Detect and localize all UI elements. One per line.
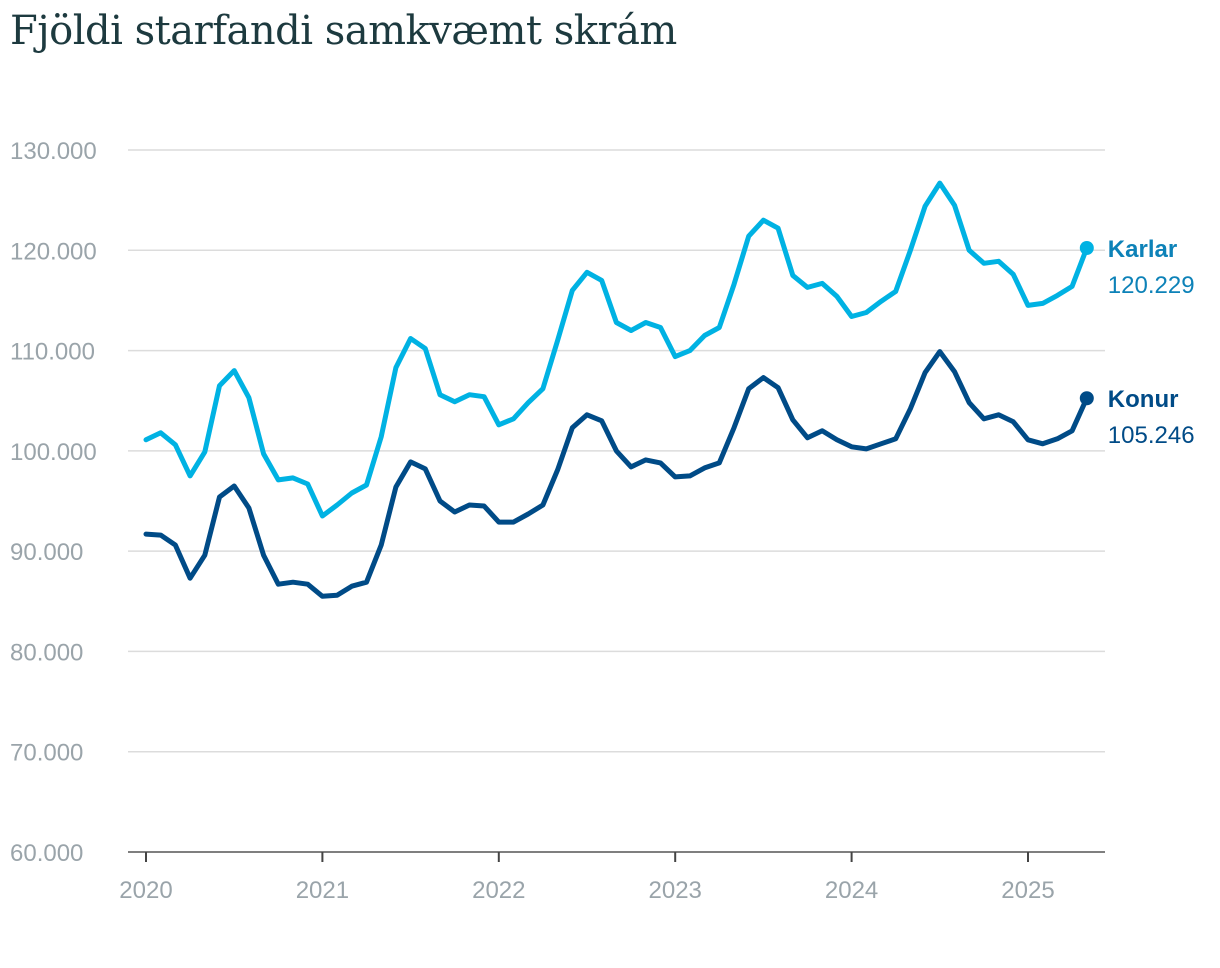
series-name-karlar: Karlar (1108, 236, 1177, 263)
series-end-value-karlar: 120.229 (1108, 272, 1195, 299)
y-tick-label: 90.000 (10, 539, 83, 566)
y-tick-label: 70.000 (10, 740, 83, 767)
x-tick-label: 2022 (472, 877, 525, 904)
y-tick-label: 110.000 (10, 339, 95, 366)
series-line-karlar (143, 180, 1090, 519)
end-marker-konur (1079, 391, 1094, 406)
y-tick-label: 100.000 (10, 439, 97, 466)
chart-title: Fjöldi starfandi samkvæmt skrám (10, 8, 677, 54)
y-tick-label: 130.000 (10, 138, 97, 165)
end-labels: Karlar 120.229 Konur 105.246 (1108, 236, 1195, 449)
x-tick-label: 2025 (1001, 877, 1054, 904)
grid-layer: 60.000 70.000 80.000 90.000 100.000 110.000 12… (10, 138, 1105, 867)
x-tick-label: 2021 (296, 877, 349, 904)
x-axis: 2020 2021 2022 2023 2024 2025 (119, 851, 1105, 904)
end-marker-karlar (1079, 240, 1094, 255)
series-name-konur: Konur (1108, 386, 1179, 413)
y-tick-label: 80.000 (10, 639, 83, 666)
x-tick-label: 2024 (825, 877, 878, 904)
x-tick-label: 2023 (649, 877, 702, 904)
series-end-value-konur: 105.246 (1108, 422, 1195, 449)
y-tick-label: 60.000 (10, 840, 83, 867)
series-layer (143, 180, 1094, 599)
series-line-konur (143, 349, 1090, 599)
y-tick-label: 120.000 (10, 238, 97, 265)
x-tick-label: 2020 (119, 877, 172, 904)
